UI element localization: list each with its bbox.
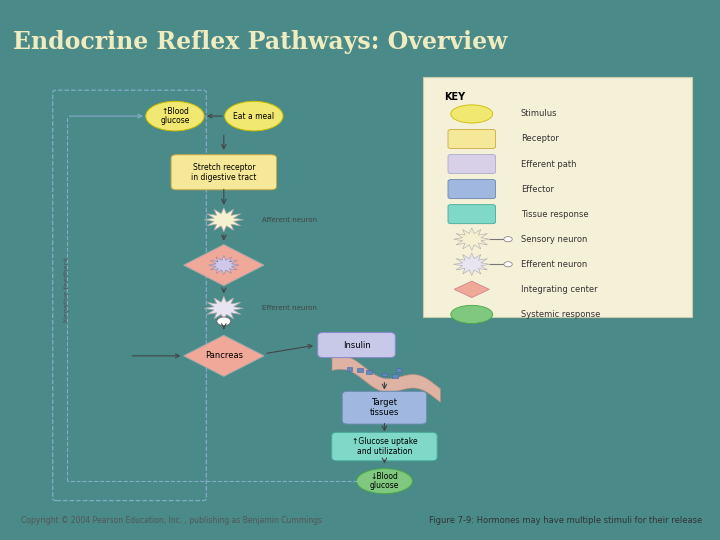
Circle shape	[217, 317, 231, 326]
Text: Tissue response: Tissue response	[521, 210, 588, 219]
FancyBboxPatch shape	[332, 433, 437, 461]
Polygon shape	[184, 245, 264, 286]
Polygon shape	[332, 356, 441, 402]
FancyBboxPatch shape	[448, 205, 495, 224]
Text: Insulin: Insulin	[343, 341, 370, 349]
Polygon shape	[204, 296, 243, 320]
Ellipse shape	[145, 102, 204, 131]
Text: Target
tissues: Target tissues	[370, 399, 399, 417]
Text: KEY: KEY	[444, 92, 465, 103]
FancyBboxPatch shape	[448, 154, 495, 173]
Polygon shape	[209, 255, 239, 275]
FancyBboxPatch shape	[395, 368, 401, 372]
FancyBboxPatch shape	[318, 333, 395, 357]
Circle shape	[504, 237, 512, 242]
Ellipse shape	[451, 105, 492, 123]
Ellipse shape	[451, 305, 492, 323]
Polygon shape	[454, 228, 490, 251]
FancyBboxPatch shape	[423, 77, 692, 317]
Text: ↑Glucose uptake
and utilization: ↑Glucose uptake and utilization	[351, 437, 418, 456]
Text: Effector: Effector	[521, 185, 554, 194]
FancyBboxPatch shape	[382, 373, 387, 376]
FancyBboxPatch shape	[171, 155, 276, 190]
Text: Endocrine Reflex Pathways: Overview: Endocrine Reflex Pathways: Overview	[13, 30, 508, 54]
FancyBboxPatch shape	[366, 370, 372, 374]
Polygon shape	[184, 335, 264, 376]
Text: Efferent neuron: Efferent neuron	[262, 305, 317, 312]
Text: Afferent neuron: Afferent neuron	[262, 217, 318, 223]
Text: CNS: CNS	[215, 261, 233, 269]
Text: Stimulus: Stimulus	[521, 110, 557, 118]
Text: Receptor: Receptor	[521, 134, 559, 144]
FancyBboxPatch shape	[347, 367, 352, 370]
FancyBboxPatch shape	[357, 368, 363, 372]
Text: Sensory neuron: Sensory neuron	[521, 235, 587, 244]
Text: Copyright © 2004 Pearson Education, Inc. , publishing as Benjamin Cummings: Copyright © 2004 Pearson Education, Inc.…	[22, 516, 323, 525]
Text: Integrating center: Integrating center	[521, 285, 598, 294]
Text: ↑Blood
glucose: ↑Blood glucose	[161, 107, 189, 125]
Text: ↓Blood
glucose: ↓Blood glucose	[370, 472, 399, 490]
FancyBboxPatch shape	[448, 130, 495, 148]
Polygon shape	[204, 208, 243, 232]
Text: Systemic response: Systemic response	[521, 310, 600, 319]
Text: Efferent path: Efferent path	[521, 159, 576, 168]
Text: Efferent neuron: Efferent neuron	[521, 260, 587, 269]
Polygon shape	[454, 281, 489, 298]
Ellipse shape	[356, 469, 413, 494]
Text: Eat a meal: Eat a meal	[233, 112, 274, 120]
Ellipse shape	[225, 102, 283, 131]
FancyBboxPatch shape	[448, 180, 495, 199]
Text: Stretch receptor
in digestive tract: Stretch receptor in digestive tract	[191, 163, 256, 181]
FancyBboxPatch shape	[342, 392, 427, 424]
Text: Negative feedback: Negative feedback	[63, 256, 70, 322]
Text: Figure 7-9: Hormones may have multiple stimuli for their release: Figure 7-9: Hormones may have multiple s…	[429, 516, 702, 525]
Circle shape	[504, 262, 512, 267]
Text: Pancreas: Pancreas	[204, 352, 243, 360]
Polygon shape	[454, 253, 490, 275]
FancyBboxPatch shape	[392, 374, 397, 378]
